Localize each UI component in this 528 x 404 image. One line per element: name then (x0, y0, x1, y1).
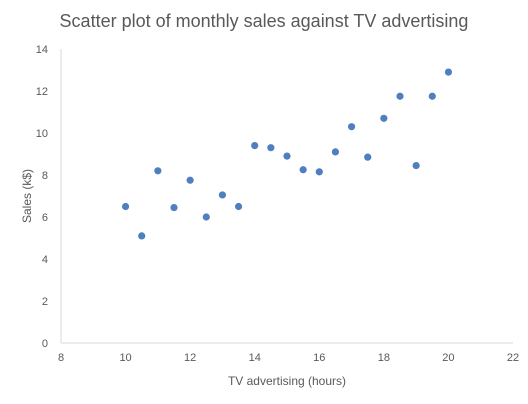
y-tick-label: 4 (42, 254, 48, 266)
chart-title: Scatter plot of monthly sales against TV… (60, 11, 469, 31)
y-tick-label: 14 (36, 44, 48, 56)
data-point (412, 161, 420, 170)
data-points (121, 68, 453, 240)
y-tick-label: 6 (42, 212, 48, 224)
data-point (347, 123, 356, 131)
data-point (396, 92, 404, 100)
x-axis-ticks: 8 10 12 14 16 18 20 22 (58, 352, 519, 364)
y-tick-label: 8 (42, 170, 48, 182)
data-point (331, 148, 340, 156)
data-point (170, 203, 178, 212)
data-point (428, 92, 436, 100)
data-point (380, 114, 388, 122)
y-tick-label: 10 (36, 128, 48, 140)
data-point (218, 191, 227, 199)
x-tick-label: 10 (119, 352, 131, 364)
data-point (202, 213, 210, 221)
y-tick-label: 2 (42, 296, 48, 308)
data-point (234, 202, 243, 211)
data-point (299, 166, 307, 174)
x-tick-label: 14 (249, 352, 261, 364)
x-tick-label: 20 (442, 352, 454, 364)
x-tick-label: 18 (378, 352, 390, 364)
x-tick-label: 12 (184, 352, 196, 364)
data-point (154, 167, 162, 175)
x-tick-label: 16 (313, 352, 325, 364)
y-tick-label: 0 (42, 338, 48, 350)
data-point (315, 168, 323, 176)
y-axis-ticks: 0 2 4 6 8 10 12 14 (36, 44, 48, 350)
x-axis-label: TV advertising (hours) (228, 374, 346, 388)
data-point (138, 232, 146, 240)
x-tick-label: 8 (58, 352, 64, 364)
data-point (283, 152, 291, 160)
y-tick-label: 12 (36, 86, 48, 98)
data-point (251, 142, 259, 150)
data-point (267, 144, 275, 152)
axes (60, 49, 513, 344)
data-point (444, 68, 453, 76)
data-point (121, 202, 130, 211)
data-point (186, 176, 194, 184)
data-point (364, 153, 372, 161)
x-tick-label: 22 (507, 352, 519, 364)
y-axis-label: Sales (k$) (20, 169, 34, 223)
